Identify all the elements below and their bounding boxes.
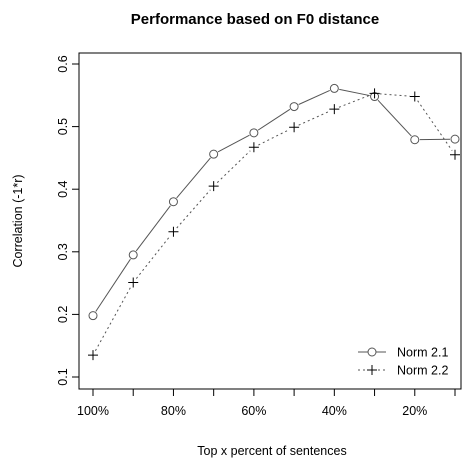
data-point <box>329 104 340 115</box>
series-line-segment <box>298 90 330 105</box>
data-point <box>168 226 179 237</box>
data-point <box>369 88 380 99</box>
series-line-segment <box>216 150 251 183</box>
y-tick-label: 0.4 <box>56 180 70 197</box>
series-line-segment <box>298 110 330 126</box>
series-line-segment <box>258 129 290 146</box>
x-axis: 100% 80% 60% 40% 20% <box>77 388 456 418</box>
chart-title: Performance based on F0 distance <box>131 11 379 28</box>
series-line-segment <box>95 258 131 312</box>
data-point <box>450 134 460 144</box>
data-point <box>128 250 138 260</box>
series-line-segment <box>135 205 171 252</box>
data-point <box>88 350 98 361</box>
x-tick-label: 60% <box>241 404 266 418</box>
series-1 <box>88 83 460 321</box>
y-axis-label: Correlation (-1*r) <box>11 174 25 267</box>
series-2 <box>88 88 460 361</box>
y-axis: 0.1 0.2 0.3 0.4 0.5 0.6 <box>56 55 80 386</box>
x-tick-label: 100% <box>77 404 109 418</box>
series-line-segment <box>257 108 291 131</box>
x-axis-label: Top x percent of sentences <box>197 444 346 458</box>
data-point <box>168 197 178 207</box>
data-point <box>409 91 420 102</box>
series-line-segment <box>217 134 250 153</box>
y-tick-label: 0.2 <box>56 306 70 323</box>
legend-label: Norm 2.1 <box>397 346 448 360</box>
series-line-segment <box>338 94 371 108</box>
data-point <box>209 149 219 159</box>
y-tick-label: 0.3 <box>56 243 70 260</box>
x-tick-label: 40% <box>322 404 347 418</box>
series-line-segment <box>94 286 132 351</box>
data-point <box>289 122 300 133</box>
series-line-segment <box>135 235 171 279</box>
x-tick-label: 80% <box>161 404 186 418</box>
series-line-segment <box>417 100 453 151</box>
legend: Norm 2.1 Norm 2.2 <box>358 346 448 378</box>
legend-marker <box>367 365 377 375</box>
data-point <box>249 128 259 138</box>
series-line-segment <box>377 99 412 137</box>
y-tick-label: 0.1 <box>56 368 70 385</box>
data-point <box>248 142 259 153</box>
series-line-segment <box>176 157 211 199</box>
data-point <box>329 83 339 93</box>
data-point <box>88 311 98 321</box>
legend-label: Norm 2.2 <box>397 364 448 378</box>
data-point <box>289 102 299 112</box>
y-tick-label: 0.6 <box>56 55 70 72</box>
series-line-segment <box>176 189 211 229</box>
series-line-segment <box>379 93 410 97</box>
series-layer <box>88 83 460 361</box>
data-point <box>128 277 139 288</box>
series-line-segment <box>339 88 370 97</box>
data-point <box>410 135 420 145</box>
plot-frame <box>78 52 462 390</box>
data-point <box>450 149 460 160</box>
data-point <box>208 181 219 192</box>
x-tick-label: 20% <box>402 404 427 418</box>
legend-marker <box>367 347 377 357</box>
y-tick-label: 0.5 <box>56 118 70 135</box>
